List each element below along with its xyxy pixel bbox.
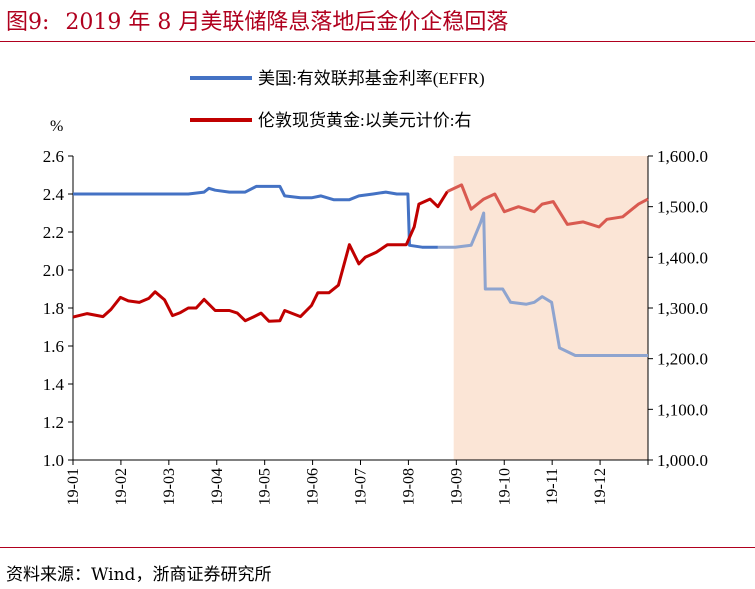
x-tick-label: 19-02 <box>113 468 130 505</box>
shaded-region <box>453 156 648 460</box>
x-tick-label: 19-01 <box>65 468 82 505</box>
right-tick-label: 1,300.0 <box>657 299 708 318</box>
legend-label-1: 美国:有效联邦基金利率(EFFR) <box>258 69 485 88</box>
left-tick-label: 2.0 <box>43 261 64 280</box>
left-axis-unit: % <box>50 118 63 135</box>
right-tick-label: 1,400.0 <box>657 248 708 267</box>
right-tick-label: 1,500.0 <box>657 198 708 217</box>
right-tick-label: 1,200.0 <box>657 350 708 369</box>
series-line-gold <box>72 190 449 323</box>
x-tick-label: 19-11 <box>544 468 561 505</box>
figure-title: 图9: 2019 年 8 月美联储降息落地后金价企稳回落 <box>6 4 508 36</box>
x-tick-label: 19-03 <box>161 468 178 505</box>
left-tick-label: 2.4 <box>43 185 65 204</box>
source-note: 资料来源：Wind，浙商证券研究所 <box>6 565 272 585</box>
x-tick-label: 19-05 <box>257 468 274 505</box>
x-tick-label: 19-10 <box>496 468 513 505</box>
x-tick-label: 19-12 <box>592 468 609 505</box>
left-tick-label: 1.0 <box>43 451 64 470</box>
series-line-effr-shaded <box>437 211 648 357</box>
x-tick-label: 19-04 <box>209 468 226 505</box>
figure-number: 图9: <box>6 10 50 35</box>
source-divider <box>0 547 755 548</box>
chart: 美国:有效联邦基金利率(EFFR) 伦敦现货黄金:以美元计价:右% 1.0 1.2 1.… <box>43 69 708 505</box>
left-tick-label: 1.6 <box>43 337 64 356</box>
right-tick-label: 1,600.0 <box>657 147 708 166</box>
series-line-gold-shaded <box>446 183 649 229</box>
left-tick-label: 1.8 <box>43 299 64 318</box>
x-tick-label: 19-08 <box>400 468 417 505</box>
figure-title-text: 2019 年 8 月美联储降息落地后金价企稳回落 <box>65 10 509 35</box>
title-underline <box>0 41 755 42</box>
right-tick-label: 1,000.0 <box>657 451 708 470</box>
series-line-effr <box>73 184 438 249</box>
x-tick-label: 19-09 <box>448 468 465 505</box>
left-tick-label: 2.2 <box>43 223 64 242</box>
right-tick-label: 1,100.0 <box>657 400 708 419</box>
left-tick-label: 1.2 <box>43 413 64 432</box>
legend-label-2: 伦敦现货黄金:以美元计价:右 <box>258 111 471 130</box>
x-tick-label: 19-06 <box>305 468 322 505</box>
left-tick-label: 2.6 <box>43 147 64 166</box>
x-tick-label: 19-07 <box>353 468 370 505</box>
left-tick-label: 1.4 <box>43 375 65 394</box>
